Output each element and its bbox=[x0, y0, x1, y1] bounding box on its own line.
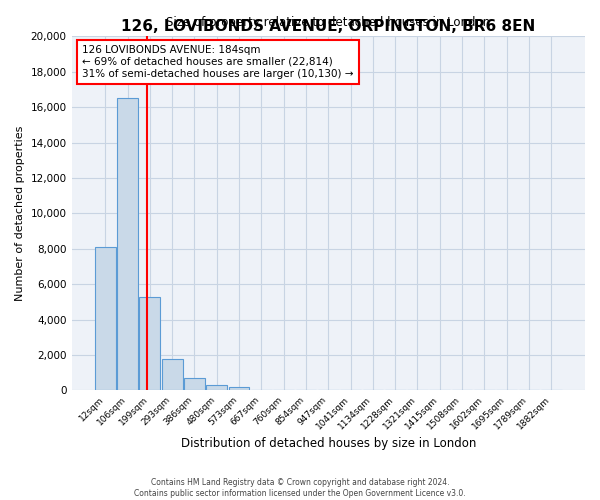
Bar bbox=[184, 378, 205, 390]
Bar bbox=[229, 387, 250, 390]
Text: Contains HM Land Registry data © Crown copyright and database right 2024.
Contai: Contains HM Land Registry data © Crown c… bbox=[134, 478, 466, 498]
Bar bbox=[162, 358, 182, 390]
Bar bbox=[95, 247, 116, 390]
Text: 126 LOVIBONDS AVENUE: 184sqm
← 69% of detached houses are smaller (22,814)
31% o: 126 LOVIBONDS AVENUE: 184sqm ← 69% of de… bbox=[82, 46, 353, 78]
Title: 126, LOVIBONDS AVENUE, ORPINGTON, BR6 8EN: 126, LOVIBONDS AVENUE, ORPINGTON, BR6 8E… bbox=[121, 19, 535, 34]
Bar bbox=[206, 385, 227, 390]
Text: Size of property relative to detached houses in London: Size of property relative to detached ho… bbox=[166, 16, 490, 28]
Bar bbox=[139, 296, 160, 390]
Bar bbox=[117, 98, 138, 391]
X-axis label: Distribution of detached houses by size in London: Distribution of detached houses by size … bbox=[181, 437, 476, 450]
Y-axis label: Number of detached properties: Number of detached properties bbox=[15, 126, 25, 301]
